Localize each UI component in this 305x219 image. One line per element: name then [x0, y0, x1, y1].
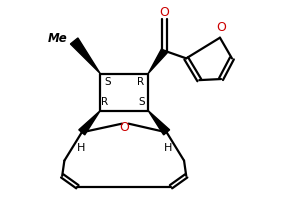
Text: R: R: [137, 77, 144, 87]
Text: S: S: [139, 97, 145, 107]
Polygon shape: [148, 111, 170, 135]
Polygon shape: [148, 49, 167, 74]
Text: O: O: [216, 21, 226, 34]
Text: O: O: [160, 6, 169, 19]
Text: R: R: [101, 97, 108, 107]
Text: H: H: [163, 143, 172, 153]
Text: S: S: [105, 77, 111, 87]
Text: O: O: [119, 122, 129, 134]
Text: Me: Me: [48, 32, 68, 45]
Polygon shape: [79, 111, 100, 135]
Polygon shape: [70, 38, 100, 74]
Text: H: H: [77, 143, 85, 153]
